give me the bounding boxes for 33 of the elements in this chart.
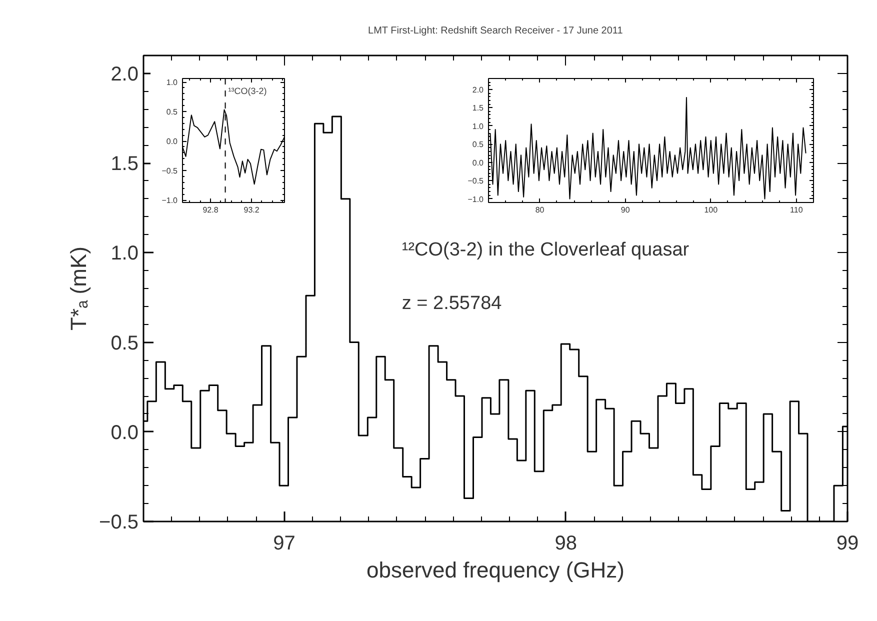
y-tick-label: 1.0	[166, 78, 178, 88]
y-tick-label: 1.0	[472, 122, 484, 131]
annotation: ¹²CO(3-2) in the Cloverleaf quasar	[402, 240, 690, 261]
y-tick-label: 2.0	[110, 63, 139, 86]
x-tick-label: 100	[704, 206, 718, 214]
y-tick-label: 0.5	[472, 140, 484, 150]
x-tick-label: 93.2	[244, 206, 260, 214]
y-tick-label: 0.0	[166, 137, 178, 146]
x-tick-label: 110	[790, 206, 804, 214]
y-tick-label: −0.5	[162, 166, 178, 176]
y-tick-label: 0.0	[472, 158, 484, 168]
x-tick-label: 97	[273, 532, 296, 554]
annotation: z = 2.55784	[402, 293, 502, 314]
x-tick-label: 92.8	[202, 206, 219, 214]
x-axis-title: observed frequency (GHz)	[366, 558, 624, 582]
x-tick-label: 80	[535, 206, 545, 214]
y-tick-label: 1.5	[110, 153, 139, 176]
y-tick-label: −0.5	[468, 176, 484, 186]
ref-line-label: ¹³CO(3-2)	[228, 86, 267, 96]
chart-title: LMT First-Light: Redshift Search Receiver - 17 June 2011	[368, 26, 624, 36]
y-axis-title: T*ₐ (mK)	[66, 246, 92, 330]
x-tick-label: 98	[554, 532, 578, 554]
y-tick-label: 0.5	[110, 332, 139, 354]
y-tick-label: 2.0	[472, 85, 484, 94]
x-tick-label: 99	[836, 532, 859, 554]
y-tick-label: −1.0	[162, 196, 178, 206]
y-tick-label: 1.0	[110, 242, 139, 265]
y-tick-label: −0.5	[99, 512, 138, 534]
y-tick-label: 0.5	[166, 108, 178, 117]
y-tick-label: 1.5	[472, 104, 484, 113]
x-tick-label: 90	[620, 206, 630, 214]
y-tick-label: −1.0	[468, 194, 484, 204]
y-tick-label: 0.0	[110, 422, 139, 444]
